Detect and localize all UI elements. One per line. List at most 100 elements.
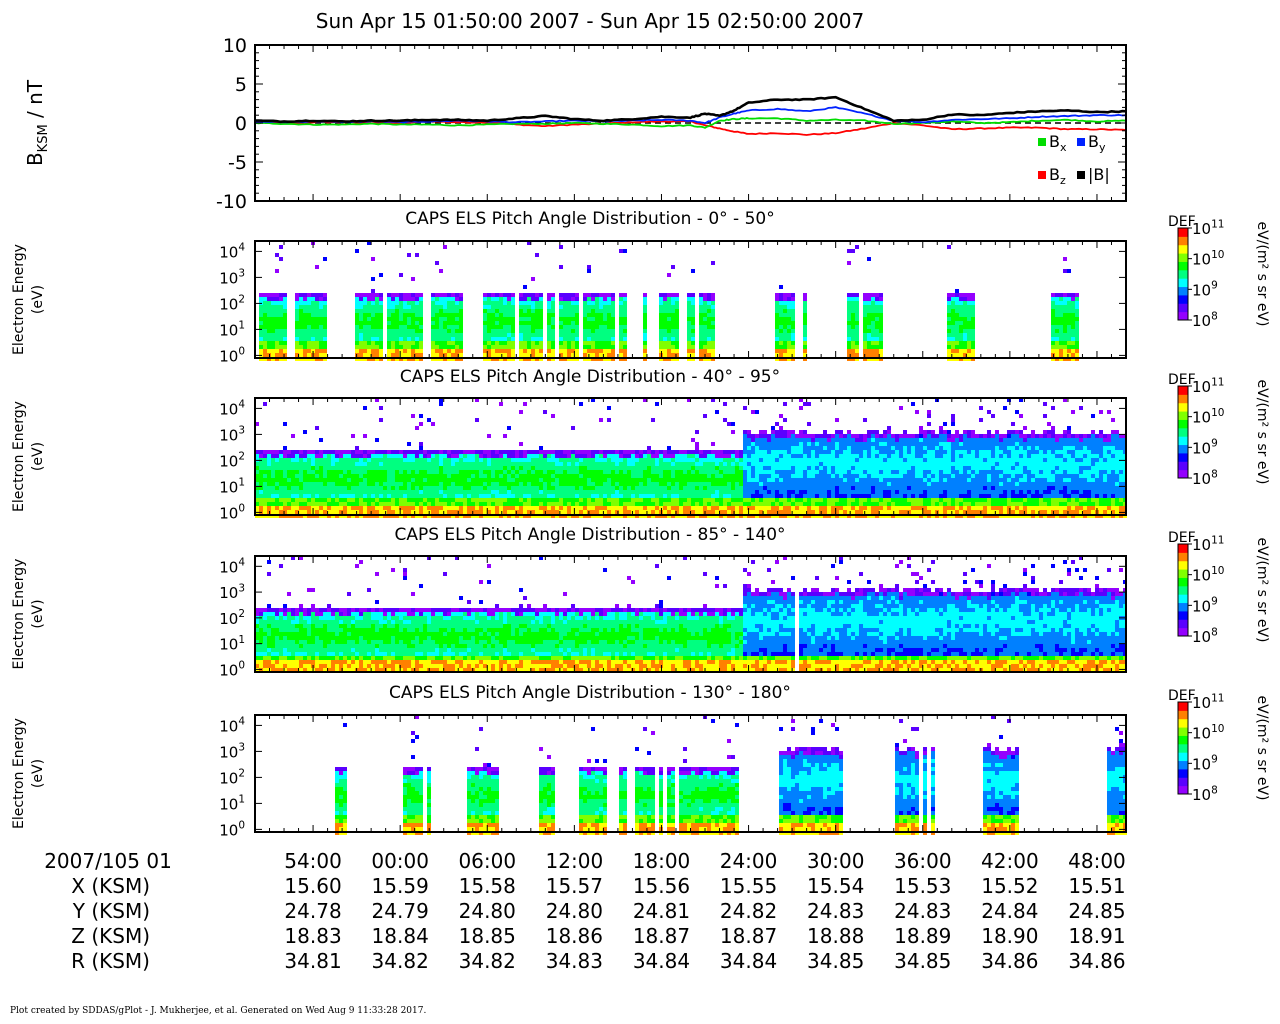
heatmap-cell <box>375 398 379 402</box>
heatmap-cell <box>691 510 695 514</box>
heatmap-cell <box>583 454 587 458</box>
heatmap-cell <box>623 301 627 305</box>
heatmap-cell <box>299 458 303 462</box>
heatmap-cell <box>395 498 399 502</box>
heatmap-cell <box>327 450 331 454</box>
heatmap-cell <box>771 466 775 470</box>
heatmap-cell <box>271 502 275 506</box>
heatmap-cell <box>335 458 339 462</box>
heatmap-cell <box>515 462 519 466</box>
heatmap-cell <box>523 285 527 289</box>
heatmap-cell <box>551 313 555 317</box>
heatmap-cell <box>483 498 487 502</box>
heatmap-cell <box>515 454 519 458</box>
heatmap-cell <box>687 466 691 470</box>
heatmap-cell <box>955 293 959 297</box>
heatmap-cell <box>283 337 287 341</box>
heatmap-cell <box>687 309 691 313</box>
heatmap-cell <box>679 486 683 490</box>
heatmap-cell <box>303 458 307 462</box>
heatmap-cell <box>279 466 283 470</box>
heatmap-cell <box>559 498 563 502</box>
heatmap-cell <box>451 510 455 514</box>
heatmap-cell <box>283 341 287 345</box>
heatmap-cell <box>555 478 559 482</box>
heatmap-cell <box>335 454 339 458</box>
heatmap-cell <box>395 478 399 482</box>
heatmap-cell <box>739 490 743 494</box>
panel-title: CAPS ELS Pitch Angle Distribution - 0° -… <box>405 209 774 229</box>
heatmap-cell <box>563 506 567 510</box>
heatmap-cell <box>487 297 491 301</box>
heatmap-cell <box>635 506 639 510</box>
heatmap-cell <box>359 325 363 329</box>
heatmap-cell <box>411 466 415 470</box>
heatmap-cell <box>555 486 559 490</box>
heatmap-cell <box>815 498 819 502</box>
heatmap-cell <box>343 486 347 490</box>
heatmap-cell <box>695 454 699 458</box>
heatmap-cell <box>467 478 471 482</box>
heatmap-cell <box>711 349 715 353</box>
heatmap-cell <box>315 462 319 466</box>
heatmap-cell <box>459 305 463 309</box>
heatmap-cell <box>611 470 615 474</box>
heatmap-cell <box>439 462 443 466</box>
heatmap-cell <box>559 450 563 454</box>
heatmap-cell <box>279 293 283 297</box>
heatmap-cell <box>819 462 823 466</box>
heatmap-cell <box>467 510 471 514</box>
heatmap-cell <box>699 345 703 349</box>
heatmap-cell <box>331 482 335 486</box>
heatmap-cell <box>579 466 583 470</box>
heatmap-cell <box>571 341 575 345</box>
heatmap-cell <box>739 482 743 486</box>
heatmap-cell <box>359 341 363 345</box>
heatmap-cell <box>607 321 611 325</box>
heatmap-cell <box>331 486 335 490</box>
heatmap-cell <box>767 510 771 514</box>
heatmap-cell <box>307 510 311 514</box>
heatmap-cell <box>415 329 419 333</box>
heatmap-cell <box>871 301 875 305</box>
heatmap-cell <box>863 337 867 341</box>
heatmap-cell <box>499 337 503 341</box>
heatmap-cell <box>611 325 615 329</box>
heatmap-cell <box>711 297 715 301</box>
heatmap-cell <box>811 450 815 454</box>
heatmap-cell <box>963 313 967 317</box>
heatmap-cell <box>675 313 679 317</box>
heatmap-cell <box>595 474 599 478</box>
heatmap-cell <box>955 313 959 317</box>
heatmap-cell <box>707 498 711 502</box>
heatmap-cell <box>703 325 707 329</box>
heatmap-cell <box>523 474 527 478</box>
heatmap-cell <box>347 474 351 478</box>
heatmap-cell <box>687 333 691 337</box>
heatmap-cell <box>747 442 751 446</box>
heatmap-cell <box>591 450 595 454</box>
heatmap-cell <box>439 269 443 273</box>
heatmap-cell <box>291 462 295 466</box>
heatmap-cell <box>439 293 443 297</box>
mag-ytick-label: 10 <box>223 35 247 57</box>
heatmap-cell <box>811 490 815 494</box>
heatmap-cell <box>875 337 879 341</box>
heatmap-cell <box>411 498 415 502</box>
heatmap-cell <box>827 454 831 458</box>
heatmap-cell <box>403 341 407 345</box>
heatmap-cell <box>787 486 791 490</box>
heatmap-cell <box>443 462 447 466</box>
heatmap-cell <box>467 474 471 478</box>
heatmap-cell <box>531 486 535 490</box>
heatmap-cell <box>411 414 415 418</box>
heatmap-cell <box>299 506 303 510</box>
heatmap-cell <box>627 474 631 478</box>
heatmap-cell <box>967 317 971 321</box>
heatmap-cell <box>531 510 535 514</box>
heatmap-cell <box>879 333 883 337</box>
heatmap-cell <box>751 450 755 454</box>
heatmap-cell <box>739 478 743 482</box>
heatmap-cell <box>367 329 371 333</box>
heatmap-cell <box>459 325 463 329</box>
